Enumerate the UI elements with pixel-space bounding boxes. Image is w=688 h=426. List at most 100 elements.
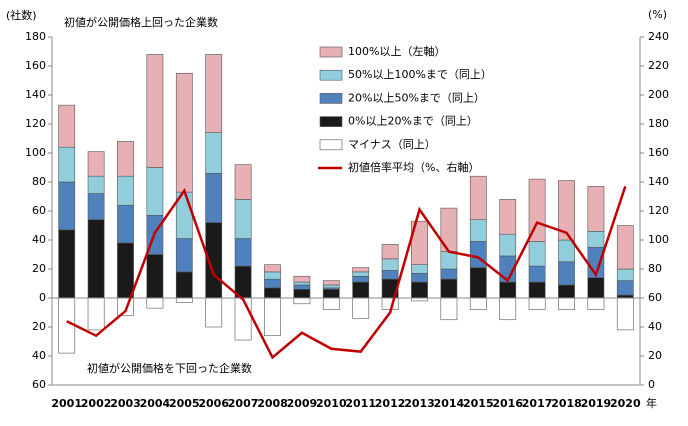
y2-tick-label: 80 <box>648 262 662 275</box>
bar-segment <box>469 297 487 310</box>
annotation: 初値が公開価格上回った企業数 <box>64 15 218 29</box>
y2-tick-label: 240 <box>648 30 669 43</box>
bar-segment <box>558 261 575 286</box>
bar-segment <box>117 175 134 206</box>
bar-segment <box>499 199 517 235</box>
bar-segment <box>352 271 370 277</box>
bar-segment <box>234 297 252 341</box>
x-tick-label: 2010 <box>316 397 347 410</box>
bar-segment <box>528 281 546 299</box>
bar-segment <box>352 275 370 283</box>
bar-segment <box>381 258 399 271</box>
bar-segment <box>381 297 399 310</box>
legend-swatch <box>319 69 343 81</box>
x-unit-label: 年 <box>646 396 657 410</box>
bar-segment <box>322 284 340 289</box>
y2-tick-label: 20 <box>648 349 662 362</box>
bar-segment <box>58 229 76 299</box>
bar-segment <box>558 284 575 299</box>
y2-tick-label: 160 <box>648 146 669 159</box>
bar-segment <box>499 297 517 321</box>
y-tick-label: 60 <box>32 378 46 391</box>
x-tick-label: 2006 <box>198 397 229 410</box>
x-tick-label: 2005 <box>169 397 200 410</box>
bar-segment <box>322 280 340 286</box>
bar-segment <box>117 141 134 177</box>
y2-tick-label: 200 <box>648 88 669 101</box>
x-tick-label: 2013 <box>404 397 435 410</box>
x-tick-label: 2017 <box>522 397 553 410</box>
x-tick-label: 2009 <box>287 397 318 410</box>
bar-segment <box>293 288 311 299</box>
bar-segment <box>440 268 458 280</box>
bar-segment <box>528 241 546 267</box>
bar-segment <box>469 219 487 242</box>
legend-swatch <box>319 116 343 127</box>
bar-segment <box>322 288 340 299</box>
y-tick-label: 40 <box>32 233 46 246</box>
bar-segment <box>616 297 634 331</box>
bar-segment <box>58 297 76 354</box>
x-tick-label: 2002 <box>81 397 112 410</box>
bar-segment <box>411 220 428 265</box>
bar-segment <box>234 164 252 200</box>
y2-tick-label: 140 <box>648 175 669 188</box>
legend-swatch <box>319 46 343 58</box>
bar-segment <box>411 281 428 299</box>
bar-segment <box>352 267 370 273</box>
y2-tick-label: 100 <box>648 233 669 246</box>
y-tick-label: 0 <box>39 291 46 304</box>
y2-tick-label: 0 <box>648 378 655 391</box>
bar-segment <box>322 297 340 310</box>
y2-axis-label: (%) <box>648 8 667 21</box>
x-tick-label: 2012 <box>375 397 406 410</box>
bar-segment <box>264 278 281 289</box>
y2-tick-label: 220 <box>648 59 669 72</box>
bar-segment <box>175 297 193 303</box>
y2-tick-label: 120 <box>648 204 669 217</box>
bar-segment <box>528 178 546 242</box>
bar-segment <box>146 54 164 168</box>
bar-segment <box>411 273 428 283</box>
bar-segment <box>616 225 634 270</box>
bar-segment <box>469 241 487 268</box>
x-tick-label: 2003 <box>110 397 141 410</box>
bar-segment <box>499 281 517 299</box>
bar-segment <box>58 104 76 148</box>
bar-segment <box>587 186 605 232</box>
bar-segment <box>440 251 458 270</box>
x-tick-label: 2018 <box>551 397 582 410</box>
bar-segment <box>440 278 458 299</box>
bar-segment <box>205 173 223 223</box>
bar-segment <box>175 271 193 299</box>
bar-segment <box>58 181 76 231</box>
y-axis-label: (社数) <box>6 8 37 22</box>
y2-tick-label: 180 <box>648 117 669 130</box>
bar-segment <box>234 199 252 239</box>
bar-segment <box>558 239 575 263</box>
legend-label: 初値倍率平均（%、右軸） <box>348 160 479 174</box>
bar-segment <box>264 297 281 337</box>
bar-segment <box>293 275 311 283</box>
x-tick-label: 2014 <box>434 397 465 410</box>
bar-segment <box>146 254 164 299</box>
x-tick-label: 2008 <box>257 397 288 410</box>
x-tick-label: 2007 <box>228 397 259 410</box>
bar-segment <box>528 297 546 310</box>
bar-segment <box>616 268 634 281</box>
legend-swatch <box>319 139 343 151</box>
bar-segment <box>469 175 487 220</box>
x-tick-label: 2011 <box>345 397 376 410</box>
bar-segment <box>117 297 134 316</box>
y-tick-label: 120 <box>25 117 46 130</box>
bar-segment <box>264 264 281 273</box>
bar-segment <box>117 204 134 244</box>
bar-segment <box>293 297 311 305</box>
legend-label: 0%以上20%まで（同上） <box>348 115 478 128</box>
line-series <box>66 185 627 360</box>
y-tick-label: 140 <box>25 88 46 101</box>
bar-segment <box>205 132 223 174</box>
bar-segment <box>87 151 105 177</box>
bar-segment <box>440 297 458 321</box>
bar-segment <box>558 297 575 310</box>
